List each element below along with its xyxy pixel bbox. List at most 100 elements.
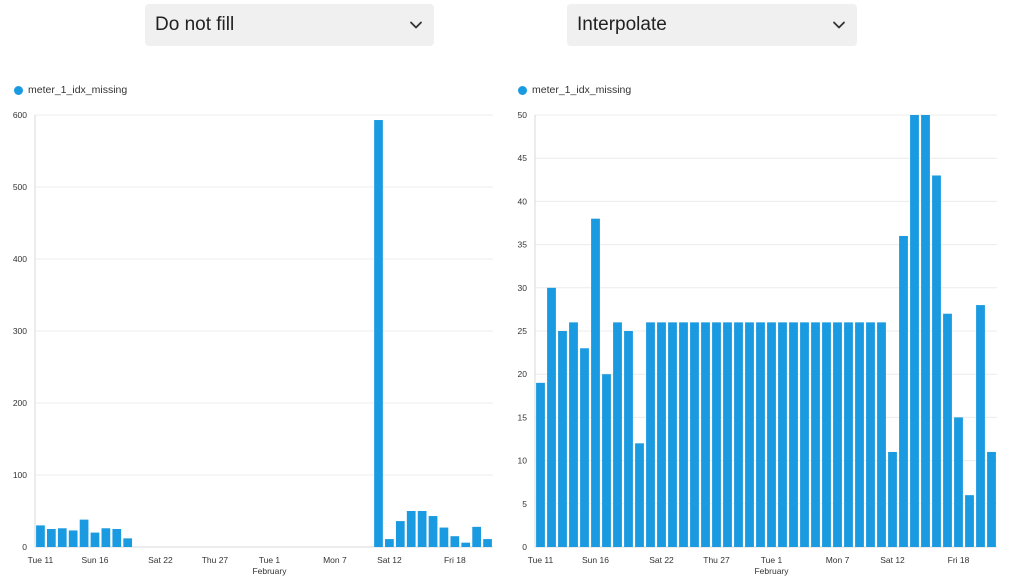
bar[interactable]: [921, 115, 930, 547]
bar[interactable]: [789, 322, 798, 547]
chevron-down-icon: [410, 21, 422, 29]
bar[interactable]: [406, 511, 416, 547]
bar[interactable]: [428, 516, 438, 547]
bar[interactable]: [385, 539, 394, 547]
select-value: Interpolate: [577, 14, 667, 35]
bar[interactable]: [602, 374, 611, 547]
y-tick-label: 5: [522, 499, 527, 509]
bar[interactable]: [833, 322, 842, 547]
bar[interactable]: [954, 417, 963, 547]
bar[interactable]: [734, 322, 743, 547]
bar[interactable]: [899, 235, 908, 547]
bar[interactable]: [90, 532, 100, 547]
x-tick-label: Thu 27: [703, 555, 730, 565]
bar[interactable]: [756, 322, 765, 547]
bar[interactable]: [855, 322, 864, 547]
y-tick-label: 20: [518, 369, 528, 379]
y-tick-label: 600: [13, 110, 27, 120]
x-tick-label: Thu 27: [202, 555, 229, 565]
bar[interactable]: [646, 322, 655, 547]
bar[interactable]: [690, 322, 699, 547]
x-tick-label: Sat 22: [649, 555, 674, 565]
bar[interactable]: [101, 528, 111, 547]
legend-dot-icon: [518, 85, 527, 95]
x-tick-label: Fri 18: [948, 555, 970, 565]
bar[interactable]: [79, 519, 89, 547]
bar[interactable]: [123, 538, 133, 547]
bar[interactable]: [374, 120, 383, 547]
bar[interactable]: [745, 322, 754, 547]
chart-legend[interactable]: meter_1_idx_missing: [518, 84, 631, 96]
x-tick-label: Tue 11: [28, 555, 54, 565]
chart-legend[interactable]: meter_1_idx_missing: [14, 84, 127, 96]
bar[interactable]: [395, 521, 405, 547]
y-tick-label: 15: [518, 412, 528, 422]
fill-mode-select-right[interactable]: Interpolate: [567, 4, 857, 46]
y-tick-label: 10: [518, 456, 528, 466]
bar[interactable]: [613, 322, 622, 547]
bar[interactable]: [417, 511, 427, 547]
bar[interactable]: [536, 382, 545, 547]
y-tick-label: 35: [518, 240, 528, 250]
y-tick-label: 25: [518, 326, 528, 336]
bar[interactable]: [778, 322, 787, 547]
bar[interactable]: [46, 529, 56, 547]
chevron-down-icon: [833, 21, 845, 29]
bar[interactable]: [987, 451, 996, 547]
x-tick-label: Sat 22: [148, 555, 173, 565]
bar[interactable]: [558, 331, 567, 547]
bar[interactable]: [112, 529, 122, 547]
bar[interactable]: [439, 527, 449, 547]
bar[interactable]: [668, 322, 677, 547]
y-tick-label: 30: [518, 283, 528, 293]
y-tick-label: 200: [13, 398, 27, 408]
select-value: Do not fill: [155, 14, 235, 35]
fill-mode-select-left[interactable]: Do not fill: [145, 4, 434, 46]
bar[interactable]: [976, 305, 985, 547]
bar[interactable]: [547, 287, 556, 547]
bar[interactable]: [68, 530, 78, 547]
x-tick-label: Tue 1: [761, 555, 783, 565]
bar[interactable]: [36, 525, 45, 547]
bar[interactable]: [461, 542, 471, 547]
x-tick-label: Sun 16: [582, 555, 609, 565]
bar[interactable]: [932, 175, 941, 547]
bar[interactable]: [580, 348, 589, 547]
bar[interactable]: [569, 322, 578, 547]
bar[interactable]: [943, 313, 952, 547]
x-tick-sublabel: February: [754, 566, 789, 576]
bar[interactable]: [844, 322, 853, 547]
bar[interactable]: [910, 115, 919, 547]
bar[interactable]: [57, 528, 67, 547]
legend-label: meter_1_idx_missing: [532, 84, 632, 96]
y-tick-label: 45: [518, 153, 528, 163]
x-tick-label: Sat 12: [377, 555, 402, 565]
bar[interactable]: [679, 322, 688, 547]
bar[interactable]: [800, 322, 809, 547]
bar[interactable]: [450, 536, 460, 547]
bar[interactable]: [822, 322, 831, 547]
bar[interactable]: [811, 322, 820, 547]
bar[interactable]: [723, 322, 732, 547]
bar[interactable]: [635, 443, 644, 547]
x-tick-label: Tue 11: [528, 555, 554, 565]
bar[interactable]: [767, 322, 776, 547]
x-tick-label: Sat 12: [880, 555, 905, 565]
x-tick-sublabel: February: [252, 566, 287, 576]
bar[interactable]: [877, 322, 886, 547]
y-tick-label: 0: [522, 542, 527, 552]
x-tick-label: Sun 16: [81, 555, 108, 565]
x-tick-label: Tue 1: [259, 555, 281, 565]
bar[interactable]: [472, 526, 482, 547]
bar[interactable]: [712, 322, 721, 547]
bar[interactable]: [888, 451, 897, 547]
y-tick-label: 300: [13, 326, 27, 336]
bar[interactable]: [591, 218, 600, 547]
x-tick-label: Fri 18: [444, 555, 466, 565]
bar[interactable]: [657, 322, 666, 547]
bar[interactable]: [965, 495, 974, 547]
bar[interactable]: [701, 322, 710, 547]
bar[interactable]: [866, 322, 875, 547]
bar[interactable]: [624, 331, 633, 547]
bar[interactable]: [483, 539, 492, 547]
